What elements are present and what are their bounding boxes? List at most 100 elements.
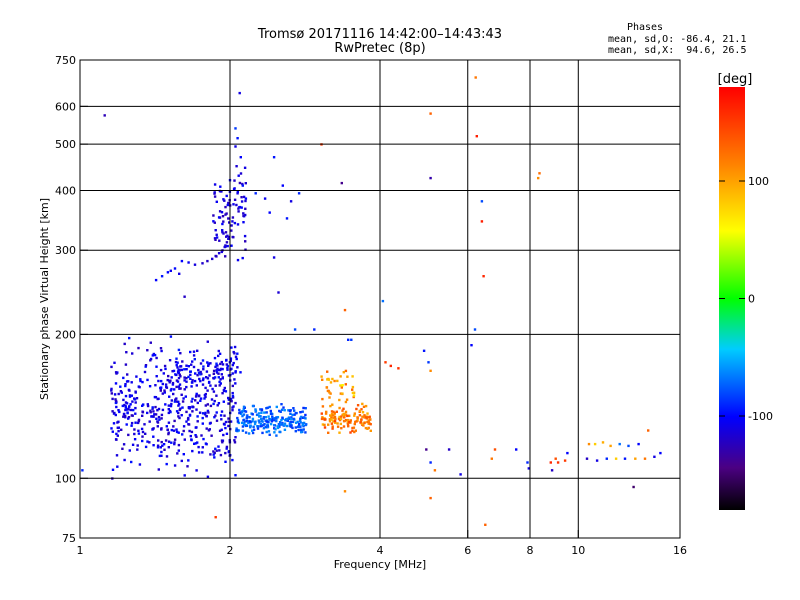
data-point (131, 443, 135, 446)
data-point (167, 440, 171, 443)
data-point (212, 220, 215, 223)
data-point (221, 229, 224, 232)
data-point (199, 370, 202, 374)
data-point (254, 409, 258, 412)
data-point (225, 363, 228, 366)
data-point (261, 431, 264, 435)
data-point (137, 419, 140, 423)
data-point (227, 235, 231, 239)
data-point (353, 412, 356, 415)
data-point (204, 442, 208, 445)
data-point (127, 433, 130, 437)
y-tick-label: 100 (55, 472, 76, 485)
data-point (240, 200, 244, 203)
data-point (283, 422, 287, 425)
data-point (175, 430, 179, 434)
data-point (490, 457, 493, 460)
data-point (204, 395, 207, 399)
data-point (254, 408, 257, 411)
data-point (176, 366, 179, 369)
data-point (233, 179, 236, 182)
data-point (138, 463, 142, 466)
x-tick-label: 4 (377, 544, 384, 557)
data-point (363, 416, 366, 419)
data-point (128, 389, 131, 392)
data-point (204, 404, 207, 407)
data-point (181, 400, 185, 403)
data-point (173, 441, 176, 444)
data-point (238, 91, 241, 95)
data-point (224, 205, 227, 209)
data-point (354, 420, 357, 424)
data-point (125, 423, 128, 426)
data-point (124, 384, 127, 388)
data-point (242, 408, 245, 411)
data-point (128, 395, 132, 398)
data-point (263, 411, 266, 414)
data-point (178, 368, 181, 372)
data-point (117, 392, 120, 396)
data-point (188, 406, 191, 409)
data-point (219, 378, 222, 381)
data-point (293, 328, 297, 331)
x-tick-label: 10 (571, 544, 585, 557)
data-point (231, 220, 234, 223)
data-point (259, 422, 263, 426)
data-point (163, 448, 166, 451)
data-point (165, 455, 169, 458)
data-point (116, 421, 119, 424)
data-point (114, 399, 118, 403)
data-point (427, 361, 430, 364)
data-point (264, 426, 267, 429)
data-point (265, 424, 269, 427)
data-point (178, 272, 181, 275)
data-point (351, 375, 354, 378)
data-points (81, 76, 662, 526)
data-point (177, 431, 180, 434)
data-point (269, 422, 273, 426)
data-point (325, 386, 329, 389)
data-point (183, 376, 186, 379)
data-point (218, 189, 222, 193)
data-point (157, 439, 160, 442)
data-point (230, 244, 233, 247)
data-point (143, 370, 147, 374)
data-point (183, 379, 186, 382)
data-point (218, 239, 221, 242)
data-point (177, 348, 181, 352)
data-point (236, 428, 239, 432)
data-point (243, 166, 247, 169)
data-point (275, 405, 278, 409)
y-tick-label: 600 (55, 100, 76, 113)
data-point (237, 207, 240, 210)
data-point (336, 425, 340, 428)
data-point (384, 361, 387, 364)
data-point (236, 416, 239, 420)
data-point (155, 365, 158, 368)
data-point (346, 423, 350, 426)
data-point (217, 368, 221, 372)
data-point (361, 402, 364, 406)
data-point (196, 401, 199, 405)
data-point (114, 401, 118, 405)
data-point (193, 263, 197, 266)
data-point (343, 308, 347, 312)
data-point (244, 199, 247, 203)
data-point (225, 447, 228, 450)
data-point (222, 400, 225, 403)
data-point (125, 408, 128, 411)
data-point (251, 431, 255, 435)
data-point (252, 425, 255, 428)
data-point (218, 210, 222, 213)
data-point (126, 373, 129, 376)
data-point (262, 423, 265, 427)
data-point (212, 450, 215, 453)
data-point (177, 411, 180, 415)
data-point (274, 417, 277, 420)
data-point (225, 235, 228, 238)
data-point (206, 377, 210, 380)
data-point (175, 397, 178, 400)
data-point (219, 185, 222, 188)
data-point (139, 379, 142, 383)
data-point (245, 420, 249, 423)
